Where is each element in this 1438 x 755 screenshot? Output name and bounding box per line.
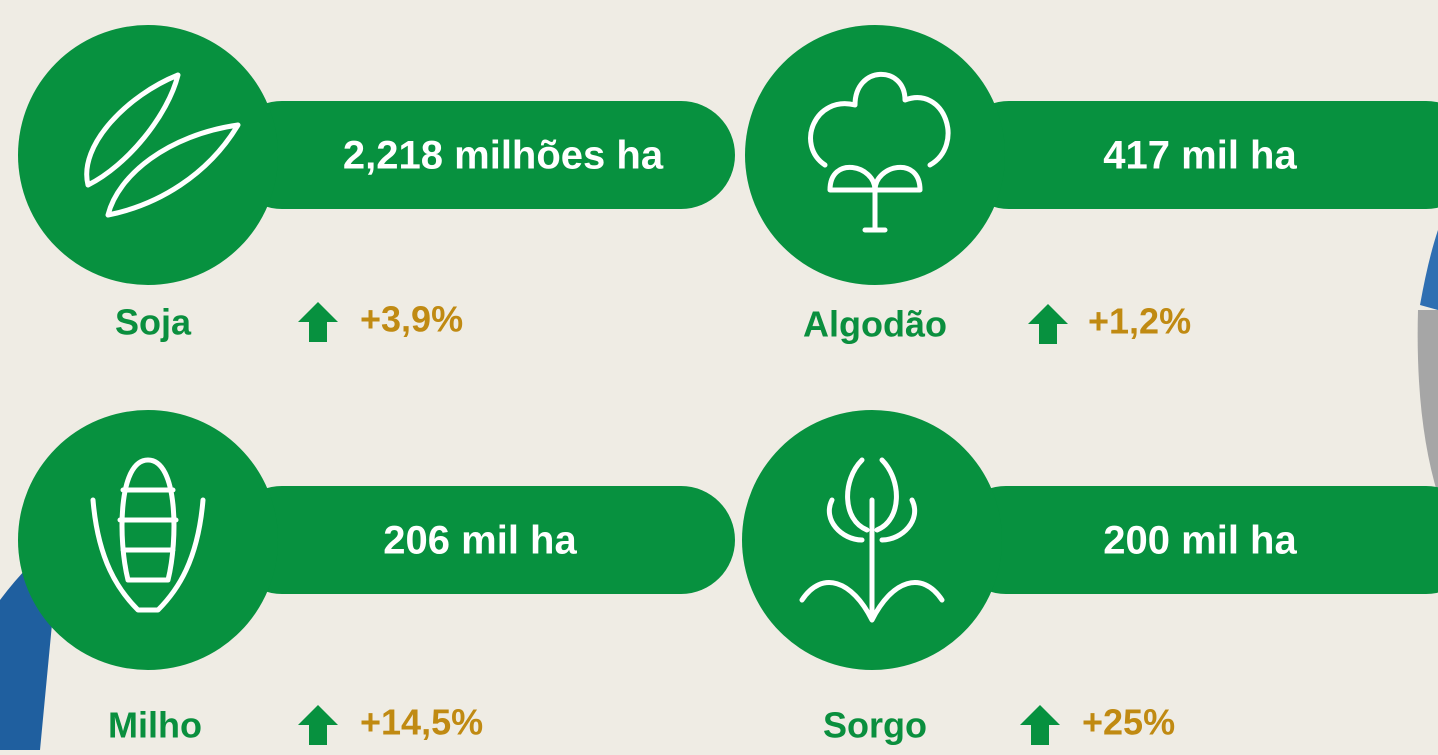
crop-card: 417 mil ha Algodão +1,2% bbox=[745, 25, 1438, 345]
up-arrow bbox=[298, 705, 338, 745]
icon-circle bbox=[745, 25, 1005, 285]
value-pill bbox=[228, 486, 735, 594]
crop-icon bbox=[799, 457, 945, 623]
up-arrow bbox=[298, 302, 338, 342]
crop-card: 200 mil ha Sorgo +25% bbox=[742, 410, 1438, 746]
change-value: +1,2% bbox=[1088, 301, 1191, 342]
area-value: 200 mil ha bbox=[1103, 519, 1297, 563]
value-pill bbox=[228, 101, 735, 209]
background-shape bbox=[1420, 230, 1438, 310]
crop-name: Sorgo bbox=[823, 705, 927, 746]
crop-name: Milho bbox=[108, 705, 202, 746]
crop-icon bbox=[90, 457, 206, 613]
background-shape bbox=[1417, 310, 1438, 495]
area-value: 417 mil ha bbox=[1103, 134, 1297, 178]
crop-icon bbox=[808, 71, 951, 233]
area-value: 2,218 milhões ha bbox=[343, 134, 664, 178]
value-pill bbox=[955, 101, 1438, 209]
crop-icon bbox=[84, 72, 241, 218]
area-value: 206 mil ha bbox=[383, 519, 577, 563]
icon-circle bbox=[18, 410, 278, 670]
crop-name: Algodão bbox=[803, 304, 947, 345]
change-value: +3,9% bbox=[360, 299, 463, 340]
change-value: +25% bbox=[1082, 702, 1175, 743]
change-value: +14,5% bbox=[360, 702, 483, 743]
up-arrow bbox=[1020, 705, 1060, 745]
up-arrow bbox=[1028, 304, 1068, 344]
crop-name: Soja bbox=[115, 302, 192, 343]
crop-card: 206 mil ha Milho +14,5% bbox=[18, 410, 735, 746]
icon-circle bbox=[18, 25, 278, 285]
crop-card: 2,218 milhões ha Soja +3,9% bbox=[18, 25, 735, 343]
value-pill bbox=[952, 486, 1438, 594]
